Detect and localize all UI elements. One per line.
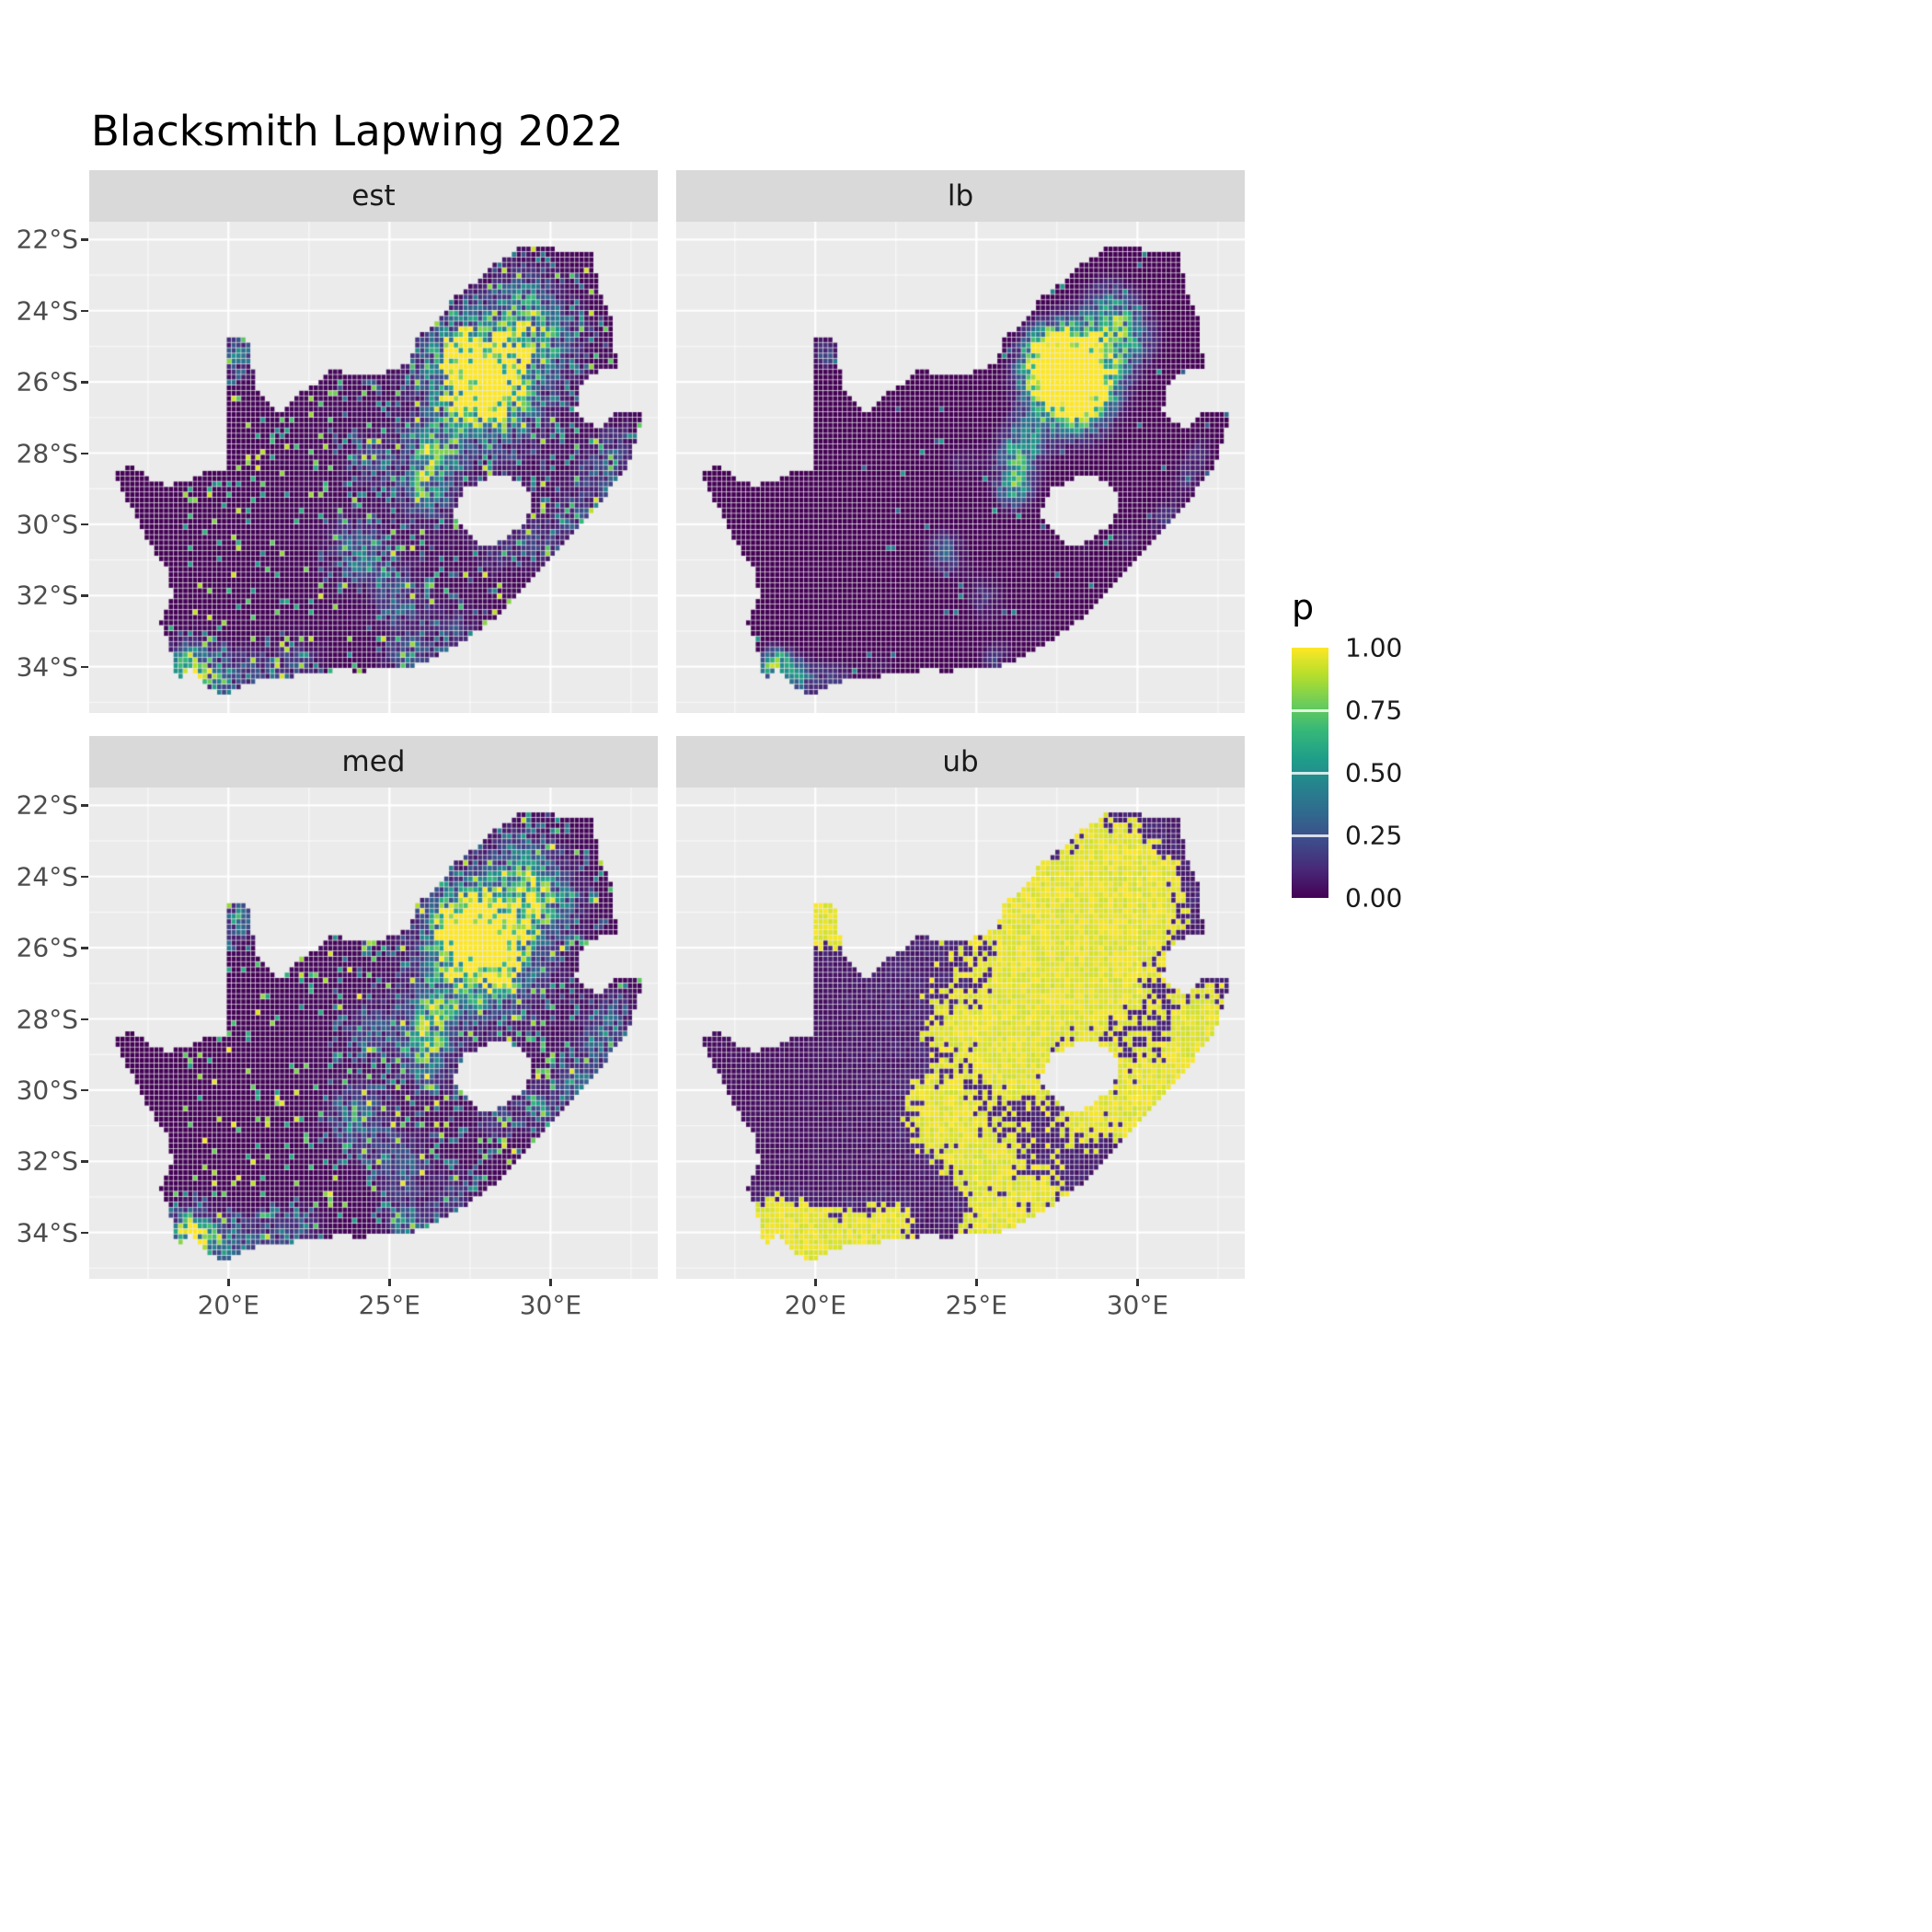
y-axis-tick-label: 32°S <box>16 580 78 611</box>
y-axis-tick <box>81 875 88 879</box>
y-axis-tick-label: 24°S <box>16 295 78 327</box>
x-axis-tick <box>814 1279 817 1286</box>
y-axis-tick <box>81 309 88 313</box>
y-axis-tick <box>81 1018 88 1021</box>
facet-strip-lb: lb <box>676 170 1245 222</box>
y-axis-tick-label: 26°S <box>16 366 78 397</box>
y-axis-tick <box>81 665 88 669</box>
y-axis-tick-label: 26°S <box>16 932 78 963</box>
x-axis-tick-label: 25°E <box>358 1290 420 1320</box>
y-axis-tick <box>81 1088 88 1092</box>
facet-strip-label-ub: ub <box>942 745 979 778</box>
y-axis-tick <box>81 804 88 807</box>
y-axis-tick-label: 28°S <box>16 438 78 469</box>
y-axis-tick-label: 22°S <box>16 789 78 821</box>
facet-panel-med <box>89 788 658 1279</box>
map-canvas-ub <box>676 788 1245 1279</box>
facet-strip-label-lb: lb <box>947 179 974 213</box>
legend-colorbar-tick <box>1292 708 1328 712</box>
legend-tick-label: 0.25 <box>1345 820 1403 851</box>
y-axis-tick <box>81 381 88 384</box>
x-axis-tick-label: 20°E <box>784 1290 846 1320</box>
y-axis-tick-label: 34°S <box>16 651 78 683</box>
map-canvas-est <box>89 222 658 713</box>
facet-strip-label-med: med <box>341 745 406 778</box>
y-axis-tick-label: 30°S <box>16 509 78 540</box>
y-axis-tick-label: 22°S <box>16 224 78 255</box>
legend-tick-label: 0.00 <box>1345 882 1403 914</box>
facet-strip-label-est: est <box>351 179 396 213</box>
plot-title: Blacksmith Lapwing 2022 <box>91 107 624 155</box>
x-axis-tick-label: 30°E <box>519 1290 582 1320</box>
y-axis-tick <box>81 1160 88 1163</box>
facet-panel-est <box>89 222 658 713</box>
map-canvas-lb <box>676 222 1245 713</box>
y-axis-tick-label: 24°S <box>16 861 78 892</box>
y-axis-tick <box>81 238 88 241</box>
y-axis-tick <box>81 947 88 949</box>
y-axis-tick-label: 34°S <box>16 1217 78 1248</box>
y-axis-tick <box>81 523 88 526</box>
y-axis-tick <box>81 594 88 597</box>
legend-tick-label: 0.50 <box>1345 757 1403 788</box>
facet-strip-est: est <box>89 170 658 222</box>
x-axis-tick <box>1136 1279 1139 1286</box>
y-axis-tick-label: 30°S <box>16 1075 78 1106</box>
x-axis-tick <box>388 1279 391 1286</box>
x-axis-tick <box>227 1279 230 1286</box>
facet-panel-lb <box>676 222 1245 713</box>
legend-tick-label: 1.00 <box>1345 632 1403 663</box>
map-canvas-med <box>89 788 658 1279</box>
facet-strip-ub: ub <box>676 736 1245 788</box>
y-axis-tick-label: 28°S <box>16 1004 78 1035</box>
legend-title: p <box>1292 587 1315 627</box>
x-axis-tick <box>975 1279 978 1286</box>
facet-panel-ub <box>676 788 1245 1279</box>
x-axis-tick-label: 25°E <box>945 1290 1007 1320</box>
x-axis-tick-label: 20°E <box>197 1290 259 1320</box>
y-axis-tick-label: 32°S <box>16 1145 78 1177</box>
legend-colorbar-tick <box>1292 771 1328 775</box>
facet-strip-med: med <box>89 736 658 788</box>
x-axis-tick <box>549 1279 552 1286</box>
y-axis-tick <box>81 1231 88 1235</box>
legend-colorbar-tick <box>1292 834 1328 837</box>
x-axis-tick-label: 30°E <box>1106 1290 1169 1320</box>
y-axis-tick <box>81 452 88 455</box>
legend-tick-label: 0.75 <box>1345 695 1403 726</box>
